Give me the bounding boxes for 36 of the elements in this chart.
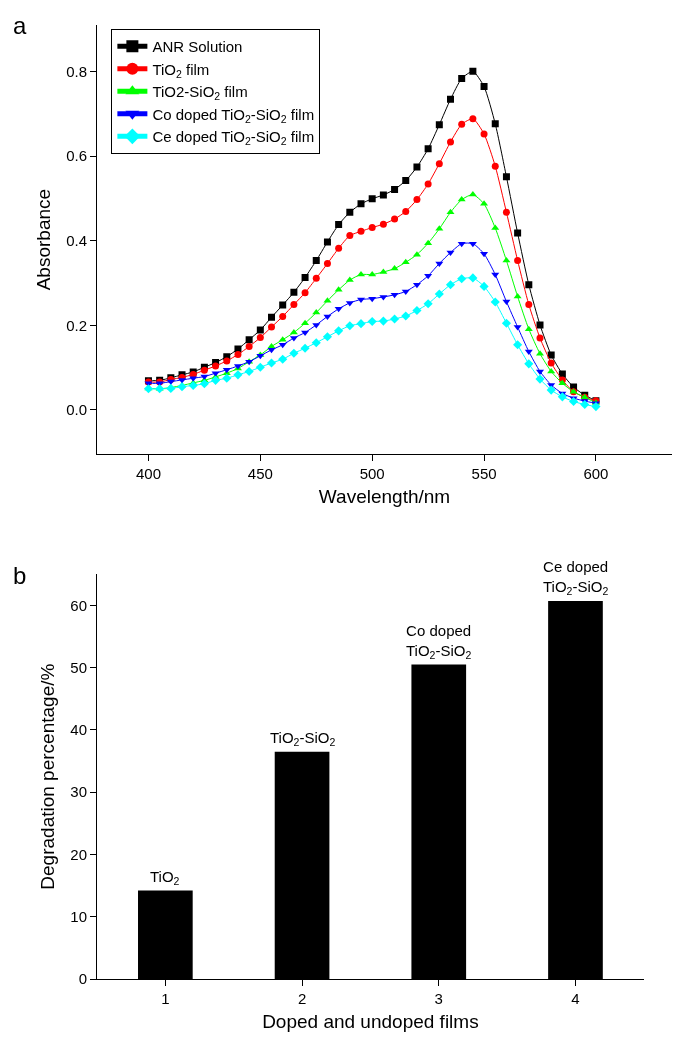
x-tick-label: 600 [583,465,609,483]
y-tick-label: 0.8 [66,62,87,80]
x-tick-label: 4 [571,990,580,1007]
legend-label: Ce doped TiO$_{2}$-SiO$_{2}$ film [152,128,315,148]
x-tick-label: 1 [161,990,170,1007]
y-tick-label: 0.0 [66,401,87,419]
annotation: Co doped TiO$_{2}$-SiO$_{2}$ [406,622,472,661]
text: a [13,12,27,39]
y-tick-label: 60 [70,596,87,614]
x-axis-title: Wavelength/nm [318,486,451,508]
x-tick-label: 450 [247,465,273,483]
annotation: Ce doped TiO$_{2}$-SiO$_{2}$ [543,558,609,597]
y-tick-label: 0.4 [66,231,87,249]
y-tick-label: 0.6 [66,147,87,165]
y-tick-label: 0.2 [66,316,87,334]
annotation: TiO$_{2}$ [150,868,180,888]
y-axis-title: Degradation percentage/% [37,663,59,890]
x-tick-label: 3 [434,990,443,1007]
y-tick-label: 0 [78,970,87,988]
x-axis-title: Doped and undoped films [262,1010,479,1032]
x-tick-label: 400 [135,465,161,483]
x-tick-label: 2 [297,990,307,1007]
legend-label: TiO2-SiO$_{2}$ film [152,83,248,103]
x-tick-label: 500 [359,465,385,483]
y-tick-label: 50 [70,658,87,676]
x-tick-label: 550 [471,465,497,483]
y-tick-label: 30 [70,783,87,801]
y-tick-label: 40 [70,721,87,739]
legend-label: TiO$_{2}$ film [152,60,210,80]
text: b [13,562,27,589]
y-tick-label: 20 [70,845,87,863]
y-axis-title: Absorbance [32,188,54,291]
annotation: TiO$_{2}$-SiO$_{2}$ [270,729,336,749]
y-tick-label: 10 [70,907,87,925]
legend-label: Co doped TiO$_{2}$-SiO$_{2}$ film [152,105,315,125]
legend-label: ANR Solution [152,38,243,56]
